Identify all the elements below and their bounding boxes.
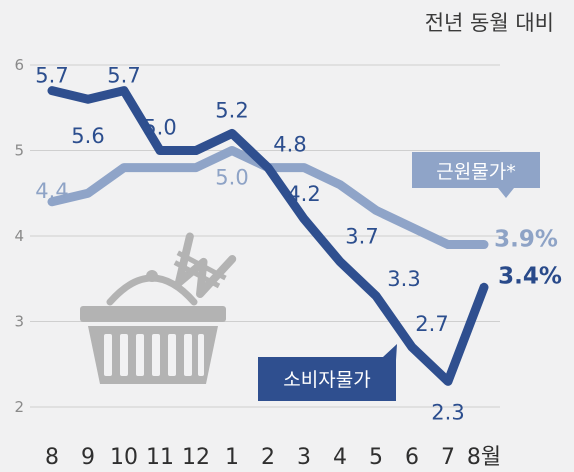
cpi-data-label: 5.6 — [71, 124, 104, 148]
core-inflation-line-point — [445, 242, 451, 248]
y-tick-label: 3 — [14, 313, 24, 331]
x-tick-label: 9 — [81, 445, 95, 470]
unit-label: 전년 동월 대비 — [425, 11, 554, 35]
core-inflation-line-point — [373, 207, 379, 213]
cpi-series-badge: 소비자물가 — [258, 344, 397, 401]
core-inflation-line-point — [85, 190, 91, 196]
x-tick-label: 4 — [333, 445, 347, 470]
shopping-basket-with-won-sign-icon — [80, 232, 237, 384]
core-inflation-line-point — [337, 182, 343, 188]
cpi-data-label: 5.0 — [143, 116, 176, 140]
core-inflation-line-point — [481, 242, 487, 248]
core-data-label: 3.9% — [494, 227, 558, 253]
cpi-line-point — [337, 259, 343, 265]
core-inflation-line-point — [229, 148, 235, 153]
cpi-data-label: 2.7 — [415, 312, 448, 336]
cpi-data-label: 4.2 — [287, 182, 320, 206]
x-tick-label: 12 — [182, 445, 210, 470]
x-tick-label: 7 — [441, 445, 455, 470]
cpi-line-point — [121, 88, 127, 94]
x-tick-label: 1 — [225, 445, 239, 470]
x-tick-label: 3 — [297, 445, 311, 470]
x-tick-label: 2 — [261, 445, 275, 470]
cpi-line-point — [157, 148, 163, 153]
x-tick-label: 10 — [110, 445, 138, 470]
cpi-data-label: 3.4% — [498, 263, 562, 289]
cpi-data-label: 3.3 — [387, 267, 420, 291]
x-tick-label: 8월 — [467, 445, 501, 470]
core-inflation-line-point — [409, 224, 415, 230]
cpi-data-label: 4.8 — [273, 133, 306, 157]
cpi-line-point — [409, 344, 415, 350]
core-series-name: 근원물가* — [436, 161, 515, 183]
core-series-badge: 근원물가* — [412, 152, 540, 198]
y-tick-label: 2 — [14, 398, 24, 416]
core-inflation-line-point — [301, 165, 307, 171]
cpi-line-point — [301, 216, 307, 222]
cpi-line-point — [229, 130, 235, 136]
x-tick-label: 6 — [405, 445, 419, 470]
cpi-data-label: 5.7 — [35, 64, 68, 88]
cpi-line-point — [49, 88, 55, 94]
y-axis-ticks: 2 3 4 5 6 — [14, 56, 24, 416]
core-data-label: 5.0 — [215, 166, 248, 190]
core-data-label: 4.4 — [35, 179, 68, 203]
cpi-line-point — [373, 293, 379, 299]
x-tick-label: 11 — [146, 445, 174, 470]
cpi-data-label: 5.7 — [107, 64, 140, 88]
cpi-line-point — [85, 96, 91, 102]
core-inflation-line-point — [193, 165, 199, 171]
x-axis-ticks: 8 9 10 11 12 1 2 3 4 5 6 7 8월 — [45, 445, 501, 470]
cpi-data-label: 3.7 — [345, 225, 378, 249]
cpi-line-point — [265, 165, 271, 171]
cpi-series-name: 소비자물가 — [283, 369, 370, 391]
x-tick-label: 5 — [369, 445, 383, 470]
x-tick-label: 8 — [45, 445, 59, 470]
core-inflation-line-point — [121, 165, 127, 171]
cpi-data-label: 2.3 — [431, 400, 464, 424]
cpi-data-label: 5.2 — [215, 98, 248, 122]
core-inflation-line-point — [49, 199, 55, 205]
cpi-line-point — [445, 378, 451, 384]
series-layer: 4.4 5.0 3.9% 5.7 5.6 5.7 5.0 5.2 4.8 4.2 3.7 3.3 2.7… — [35, 64, 562, 425]
cpi-line-point — [193, 148, 199, 153]
cpi-line-point — [481, 284, 487, 290]
y-tick-label: 6 — [14, 56, 24, 74]
y-tick-label: 5 — [14, 142, 24, 160]
core-inflation-line-point — [157, 165, 163, 171]
y-tick-label: 4 — [14, 227, 24, 245]
